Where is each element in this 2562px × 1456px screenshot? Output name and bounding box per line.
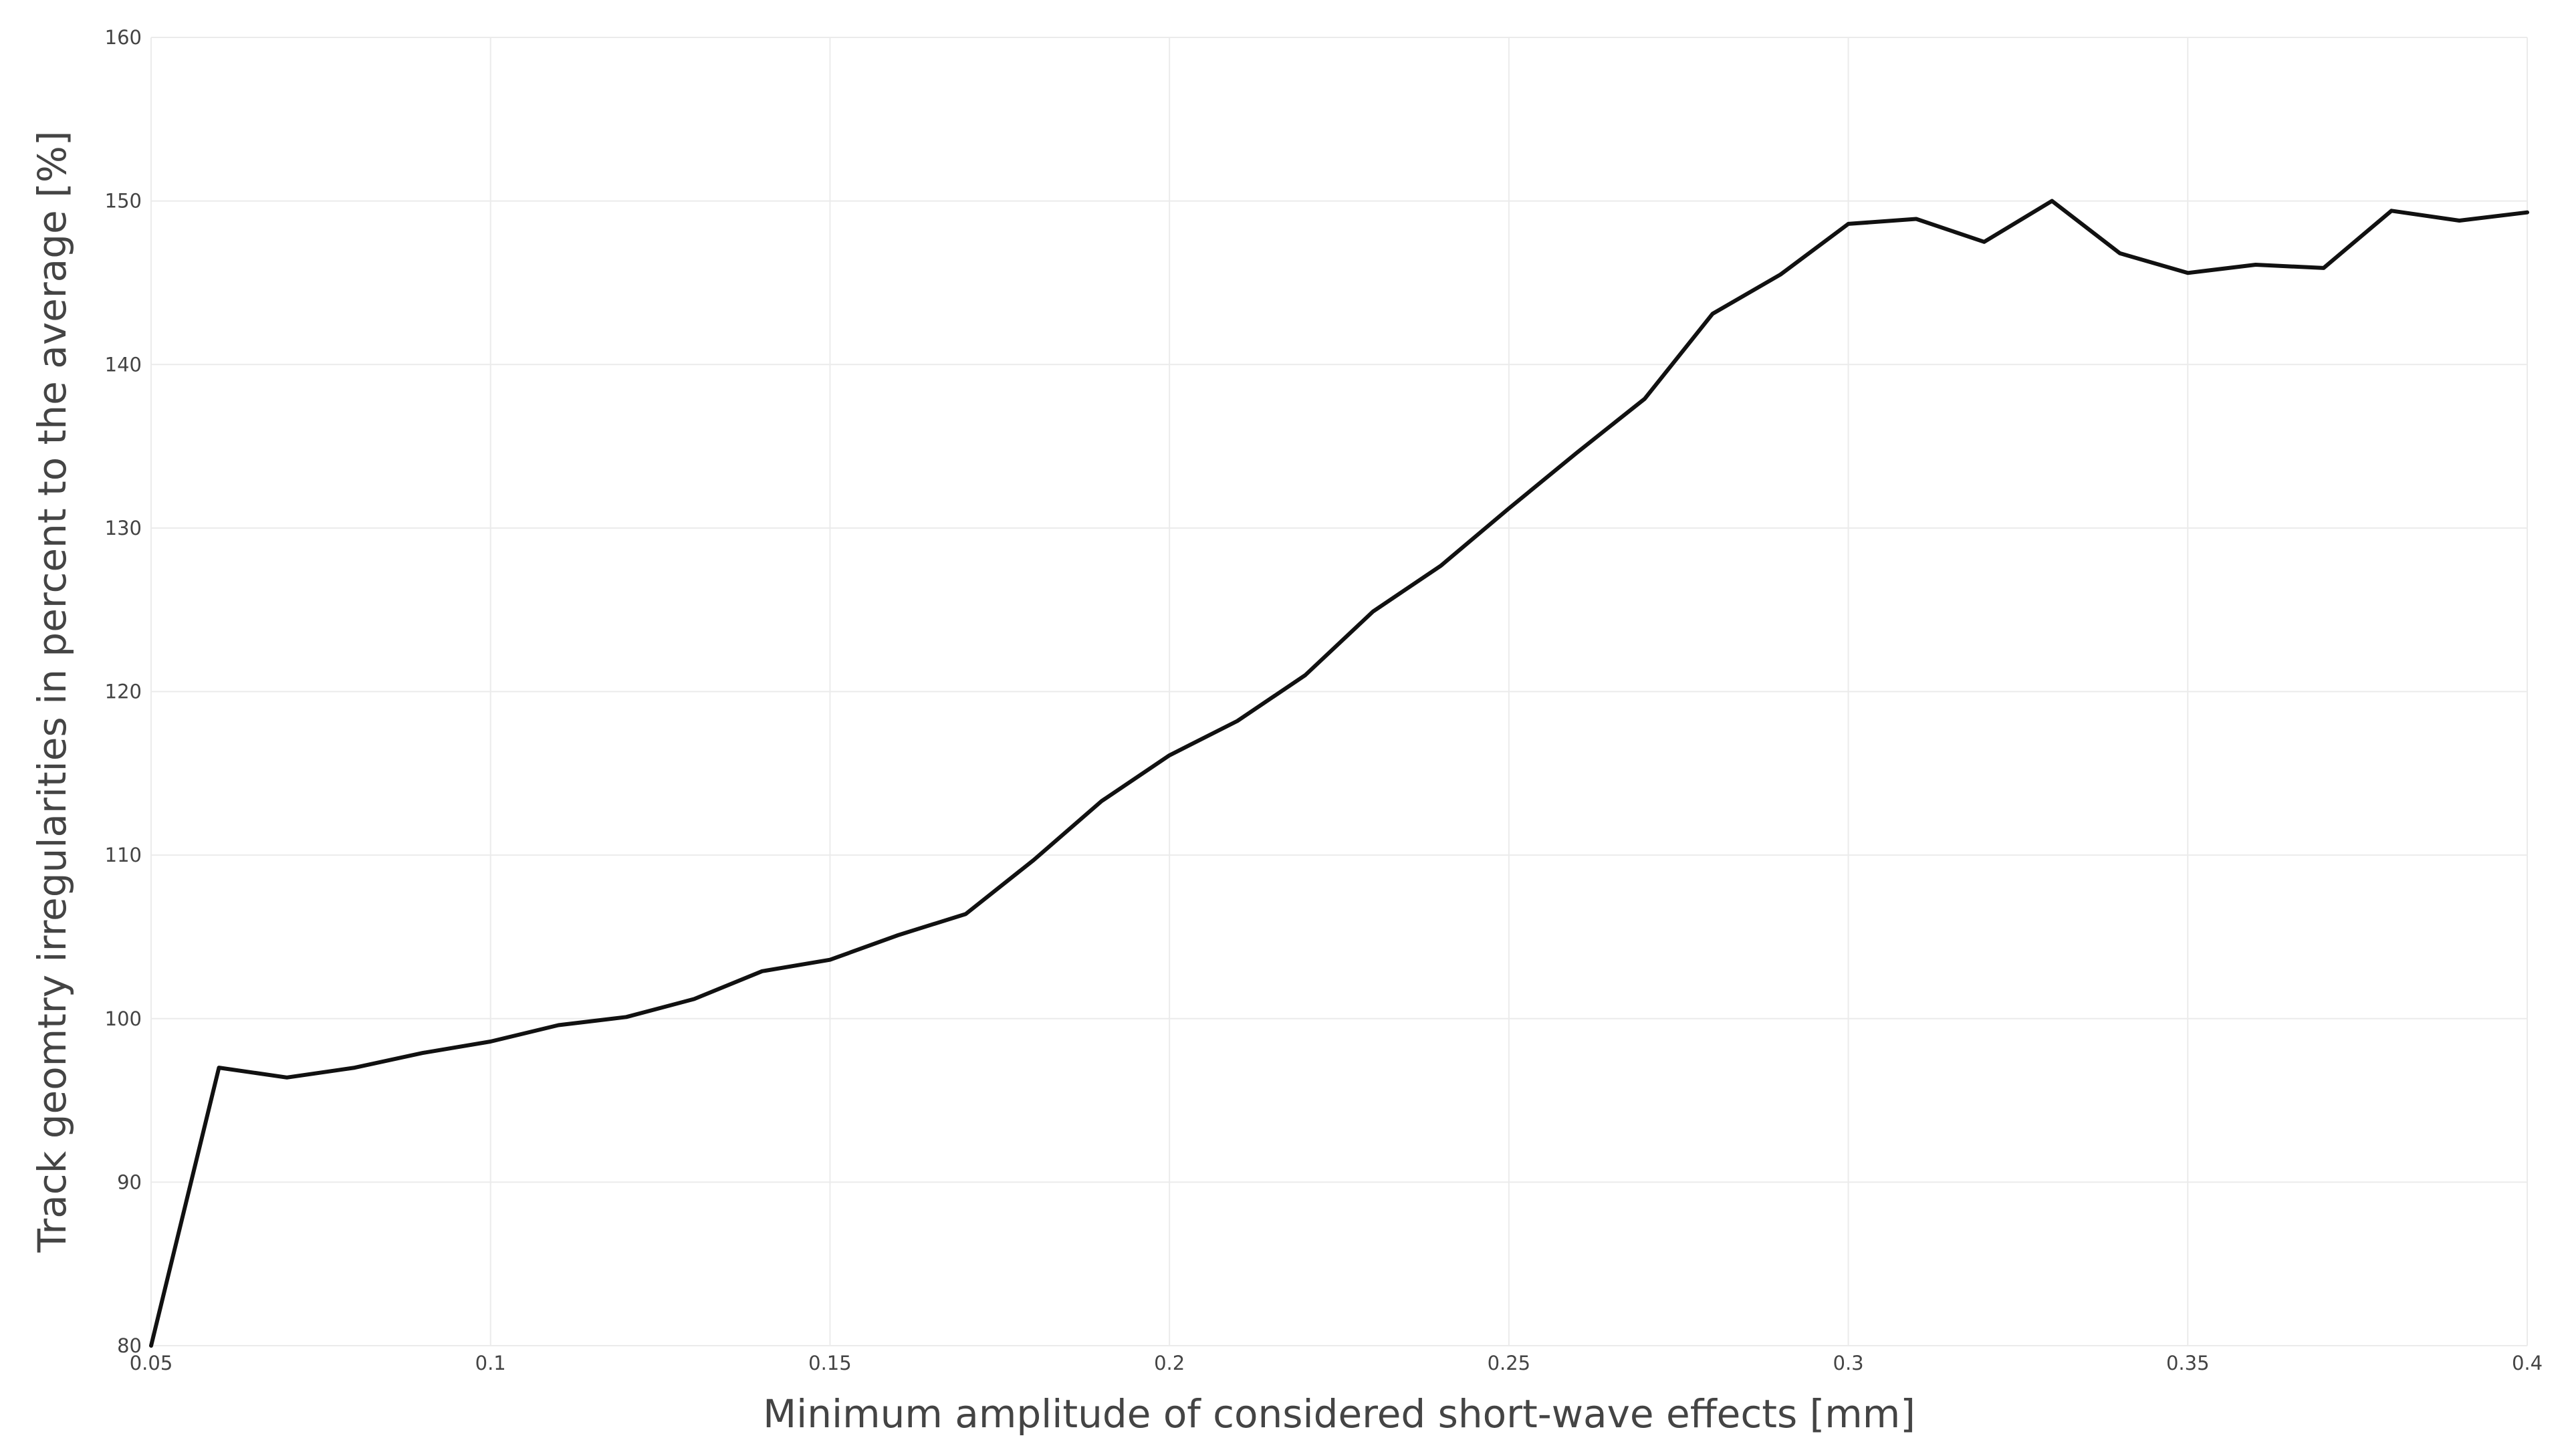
data-point <box>1643 397 1647 401</box>
y-tick-label: 160 <box>105 26 142 49</box>
data-point <box>2050 199 2054 203</box>
x-tick-label: 0.4 <box>2512 1352 2543 1374</box>
x-tick-label: 0.3 <box>1833 1352 1864 1374</box>
y-tick-label: 80 <box>117 1334 142 1357</box>
x-tick-label: 0.25 <box>1488 1352 1531 1374</box>
y-gridlines <box>151 37 2527 1346</box>
data-point <box>1439 564 1443 568</box>
data-point <box>556 1023 560 1027</box>
data-point <box>2321 266 2325 270</box>
data-point <box>2390 209 2394 213</box>
x-axis-title: Minimum amplitude of considered short-wa… <box>763 1391 1915 1437</box>
data-point <box>1236 719 1240 723</box>
y-tick-label: 100 <box>105 1007 142 1030</box>
data-point <box>1778 273 1782 277</box>
y-tick-label: 120 <box>105 681 142 703</box>
data-point <box>217 1066 221 1070</box>
x-tick-label: 0.1 <box>475 1352 506 1374</box>
data-point <box>896 933 900 937</box>
y-tick-label: 90 <box>117 1171 142 1193</box>
data-point <box>1575 451 1579 455</box>
data-point <box>149 1344 153 1348</box>
data-point <box>1100 799 1104 803</box>
data-point <box>1303 673 1307 677</box>
series-group <box>149 199 2529 1348</box>
data-point <box>692 997 696 1001</box>
x-tick-labels: 0.05 0.1 0.15 0.2 0.25 0.3 0.35 0.4 <box>130 1352 2543 1374</box>
y-tick-label: 140 <box>105 353 142 376</box>
y-axis-title: Track geomtry irregularities in percent … <box>29 130 75 1253</box>
data-point <box>2457 219 2461 223</box>
data-point <box>1167 753 1171 757</box>
data-point <box>489 1040 493 1044</box>
data-point <box>760 969 764 973</box>
data-point <box>2525 211 2529 215</box>
data-point <box>1371 610 1375 614</box>
y-tick-labels: 80 90 100 110 120 130 140 150 160 <box>105 26 142 1357</box>
data-point <box>421 1051 425 1055</box>
series-line <box>149 199 2529 1348</box>
x-tick-label: 0.15 <box>808 1352 852 1374</box>
data-point <box>828 958 832 962</box>
x-tick-label: 0.2 <box>1154 1352 1185 1374</box>
y-tick-label: 150 <box>105 190 142 213</box>
y-tick-label: 130 <box>105 517 142 539</box>
y-tick-label: 110 <box>105 844 142 866</box>
data-point <box>1032 858 1036 862</box>
x-tick-label: 0.35 <box>2166 1352 2210 1374</box>
data-point <box>1847 222 1851 226</box>
data-point <box>2254 263 2258 267</box>
data-point <box>353 1066 357 1070</box>
data-point <box>964 912 968 916</box>
data-point <box>2118 251 2122 255</box>
data-point <box>1914 217 1918 221</box>
data-point <box>624 1015 628 1019</box>
data-point <box>285 1076 289 1080</box>
data-point <box>1710 312 1714 316</box>
data-point <box>2186 271 2190 275</box>
data-point <box>1507 507 1511 511</box>
data-point <box>1982 240 1986 244</box>
x-tick-label: 0.05 <box>130 1352 173 1374</box>
